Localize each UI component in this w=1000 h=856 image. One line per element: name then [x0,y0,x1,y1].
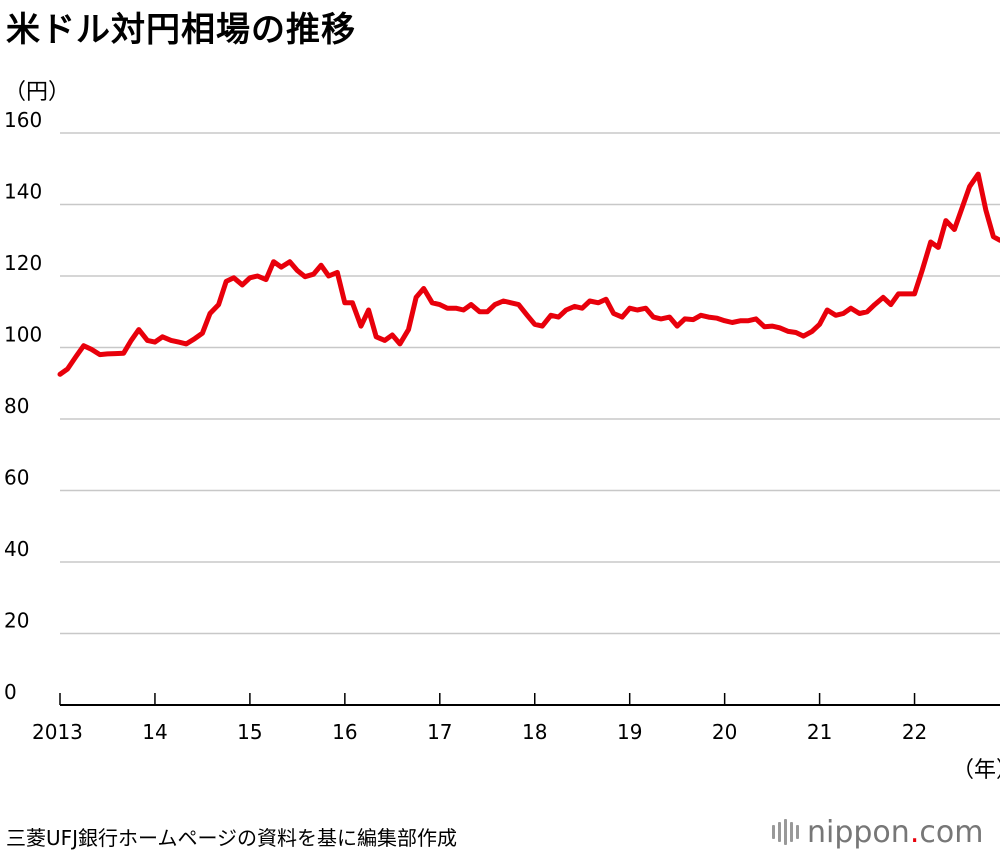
y-tick-label-40: 40 [4,537,29,561]
series-line-0 [57,171,1000,377]
x-tick-label-17: 17 [427,720,452,744]
x-tick-label-16: 16 [332,720,357,744]
x-tick-label-15: 15 [237,720,262,744]
x-axis [59,693,1000,706]
chart-title: 米ドル対円相場の推移 [6,10,356,50]
y-tick-label-140: 140 [4,180,42,204]
x-tick-label-18: 18 [522,720,547,744]
grid-lines [60,132,1000,635]
y-axis-unit-label: （円） [4,80,71,105]
y-tick-label-20: 20 [4,609,29,633]
x-tick-label-22: 22 [902,720,927,744]
x-tick-label-21: 21 [807,720,832,744]
y-tick-label-0: 0 [4,680,17,704]
x-tick-label-19: 19 [617,720,642,744]
y-tick-label-60: 60 [4,466,29,490]
source-note: 三菱UFJ銀行ホームページの資料を基に編集部作成 [6,826,458,850]
y-tick-label-160: 160 [4,108,42,132]
logo-com: com [919,814,984,850]
y-tick-label-120: 120 [4,251,42,275]
y-tick-label-80: 80 [4,394,29,418]
logo-bars-icon [772,819,799,845]
x-tick-label-20: 20 [712,720,737,744]
y-tick-labels: 0 20 40 60 80 100 120 140 160 [4,108,42,704]
logo-dot: . [909,814,920,850]
nippon-logo: nippon. com [772,814,983,850]
y-tick-label-100: 100 [4,323,42,347]
x-axis-unit-label: （年） [952,758,1000,783]
logo-text: nippon [807,814,910,850]
x-tick-labels: 2013 14 15 16 17 18 19 20 21 22 [32,720,927,744]
x-tick-label-2013: 2013 [32,720,83,744]
series-layer [57,171,1000,377]
x-tick-label-14: 14 [142,720,167,744]
